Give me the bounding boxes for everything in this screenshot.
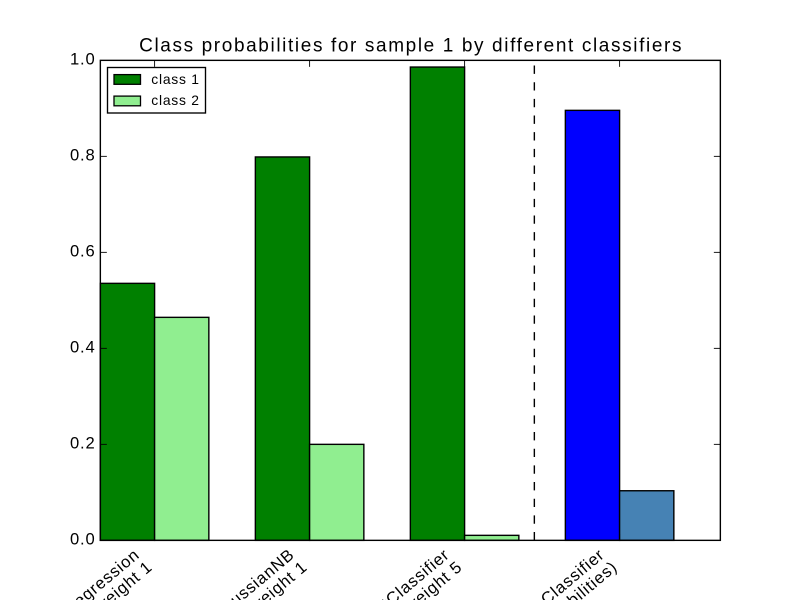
- svg-text:0.6: 0.6: [70, 241, 95, 260]
- svg-text:0.2: 0.2: [70, 433, 95, 452]
- svg-text:class 1: class 1: [151, 71, 199, 87]
- svg-text:0.4: 0.4: [70, 337, 95, 356]
- svg-text:Class probabilities for sample: Class probabilities for sample 1 by diff…: [139, 36, 683, 57]
- svg-text:1.0: 1.0: [70, 49, 95, 68]
- svg-text:0.0: 0.0: [70, 529, 95, 548]
- svg-text:0.8: 0.8: [70, 145, 95, 164]
- svg-text:class 2: class 2: [151, 92, 199, 108]
